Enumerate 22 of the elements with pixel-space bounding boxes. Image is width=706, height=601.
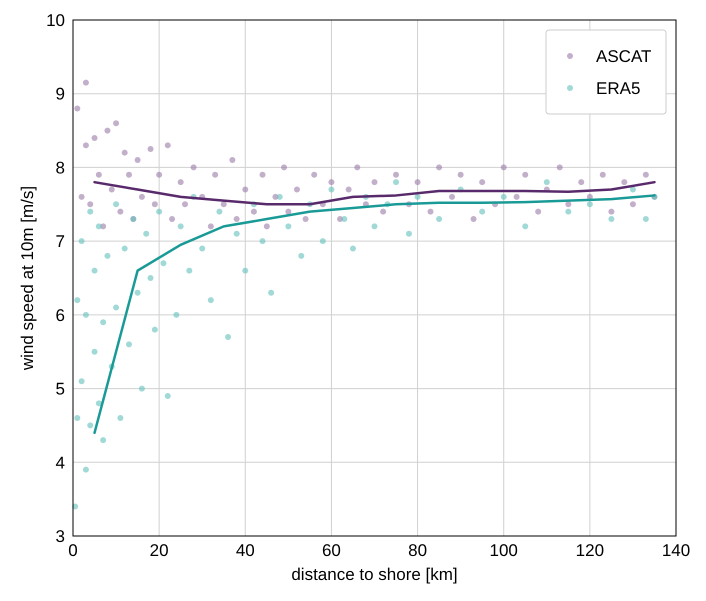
x-tick-label: 60 — [322, 541, 341, 560]
x-tick-label: 40 — [236, 541, 255, 560]
x-tick-label: 80 — [408, 541, 428, 560]
y-tick-label: 10 — [46, 11, 65, 30]
legend-label: ERA5 — [596, 79, 640, 98]
x-axis-title: distance to shore [km] — [291, 565, 458, 584]
y-tick-label: 9 — [56, 84, 65, 104]
x-tick-label: 100 — [490, 541, 518, 560]
y-tick-label: 7 — [56, 232, 65, 252]
y-tick-label: 3 — [56, 527, 65, 546]
legend-label: ASCAT — [596, 47, 652, 66]
x-tick-label: 20 — [150, 541, 169, 560]
line-series — [93, 180, 656, 206]
line-series — [93, 194, 656, 434]
y-tick-label: 4 — [56, 453, 65, 472]
x-tick-label: 0 — [68, 541, 78, 560]
x-tick-label: 140 — [662, 541, 690, 560]
x-tick-label: 120 — [576, 541, 604, 560]
y-tick-label: 5 — [56, 380, 65, 399]
y-axis-title: wind speed at 10m [m/s] — [18, 186, 37, 372]
y-tick-label: 8 — [56, 158, 65, 178]
y-tick-label: 6 — [56, 306, 65, 325]
